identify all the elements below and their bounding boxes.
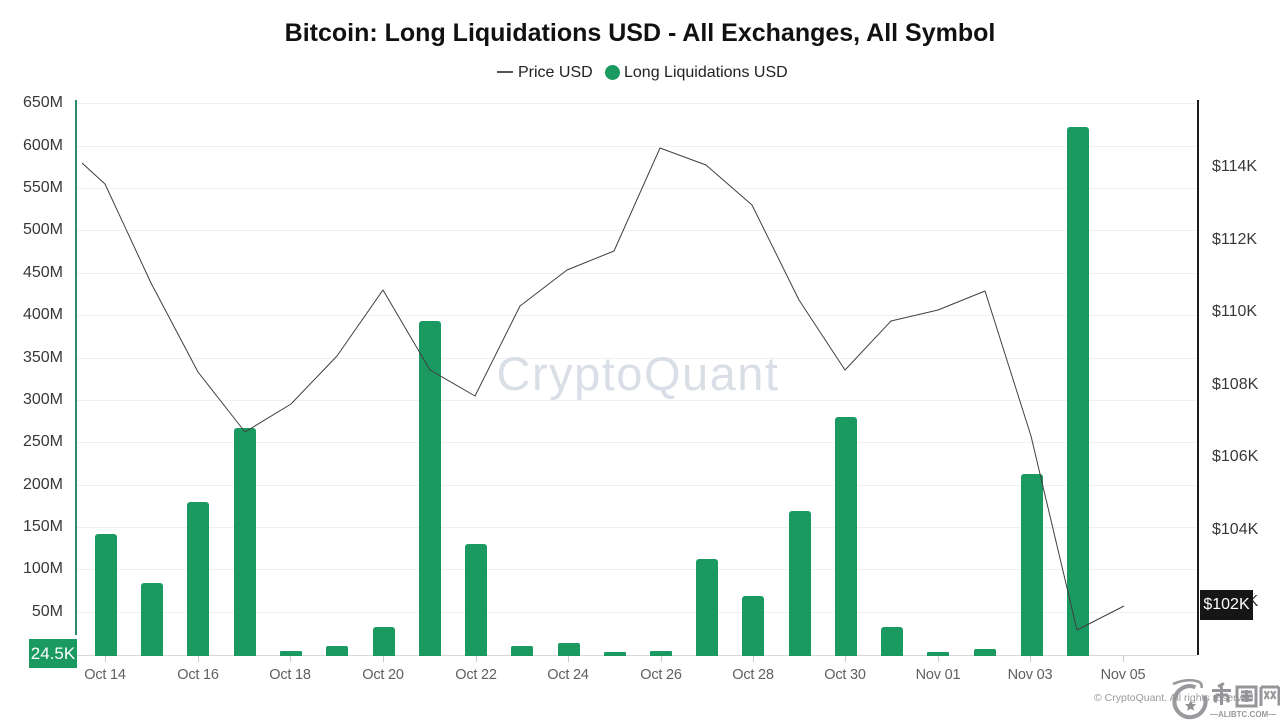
svg-text:—ALIBTC.COM—: —ALIBTC.COM—	[1210, 710, 1276, 719]
